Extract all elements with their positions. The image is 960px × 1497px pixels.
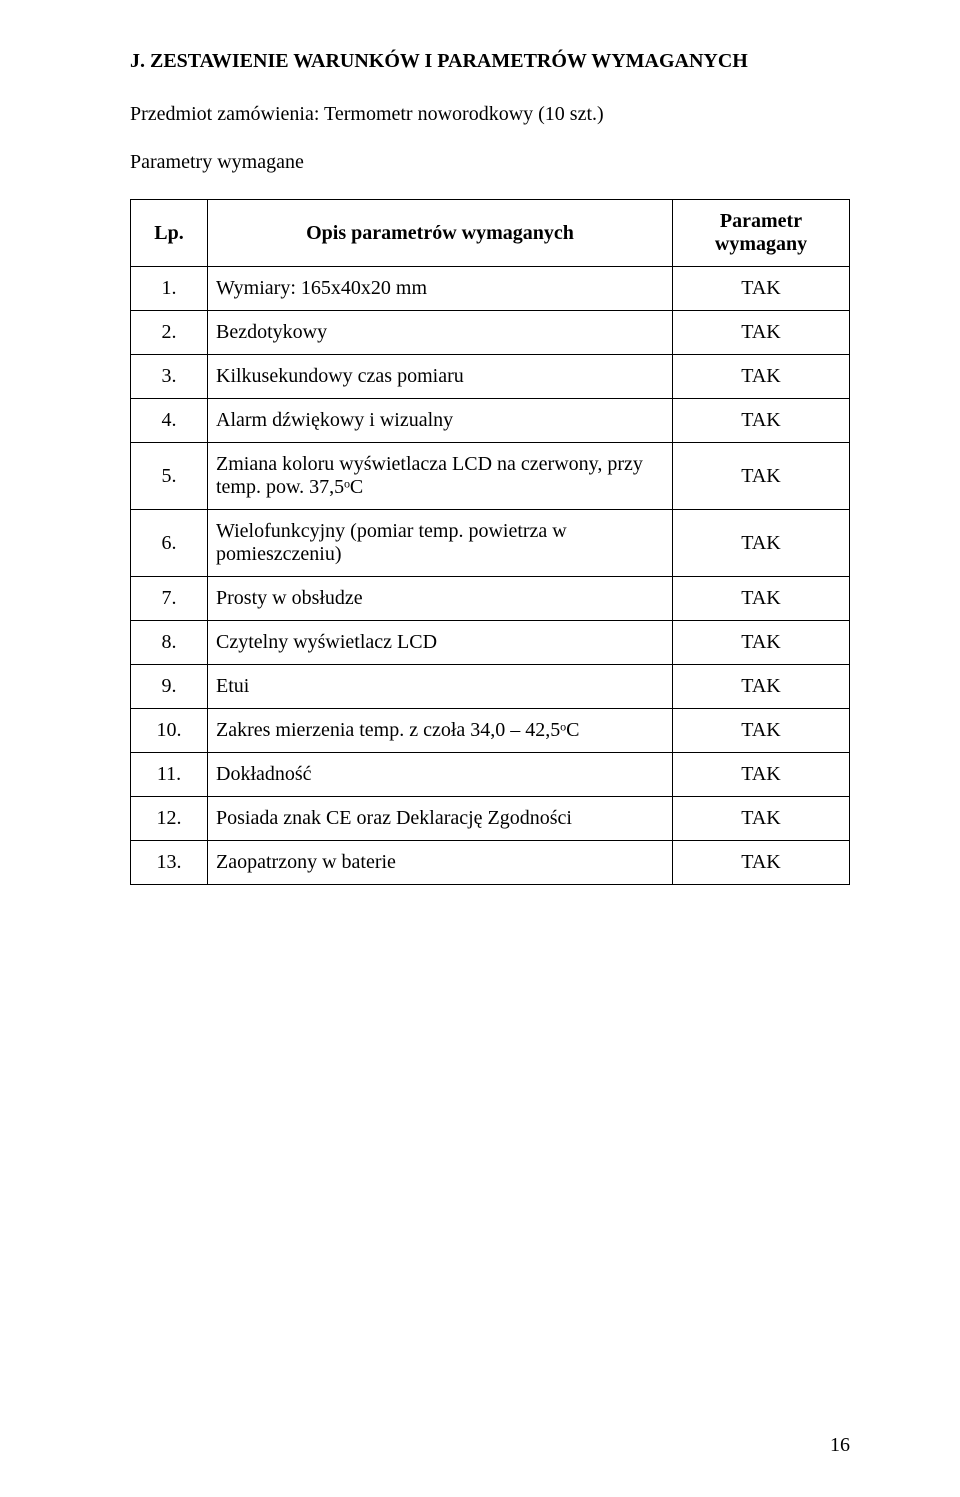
table-row: 10. Zakres mierzenia temp. z czoła 34,0 … (131, 709, 850, 753)
cell-param: TAK (673, 311, 850, 355)
cell-desc: Zakres mierzenia temp. z czoła 34,0 – 42… (208, 709, 673, 753)
cell-lp: 8. (131, 621, 208, 665)
cell-lp: 7. (131, 577, 208, 621)
cell-desc: Wielofunkcyjny (pomiar temp. powietrza w… (208, 510, 673, 577)
table-row: 3. Kilkusekundowy czas pomiaru TAK (131, 355, 850, 399)
header-desc: Opis parametrów wymaganych (208, 200, 673, 267)
table-row: 13. Zaopatrzony w baterie TAK (131, 841, 850, 885)
cell-lp: 3. (131, 355, 208, 399)
table-header-row: Lp. Opis parametrów wymaganych Parametr … (131, 200, 850, 267)
cell-param: TAK (673, 577, 850, 621)
table-row: 2. Bezdotykowy TAK (131, 311, 850, 355)
table-row: 11. Dokładność TAK (131, 753, 850, 797)
table-row: 6. Wielofunkcyjny (pomiar temp. powietrz… (131, 510, 850, 577)
table-row: 12. Posiada znak CE oraz Deklarację Zgod… (131, 797, 850, 841)
cell-desc: Alarm dźwiękowy i wizualny (208, 399, 673, 443)
cell-desc: Zaopatrzony w baterie (208, 841, 673, 885)
order-subject: Przedmiot zamówienia: Termometr noworodk… (130, 103, 850, 126)
cell-param: TAK (673, 399, 850, 443)
cell-param: TAK (673, 510, 850, 577)
params-required-label: Parametry wymagane (130, 151, 850, 174)
page: J. ZESTAWIENIE WARUNKÓW I PARAMETRÓW WYM… (0, 0, 960, 1497)
cell-lp: 10. (131, 709, 208, 753)
cell-param: TAK (673, 665, 850, 709)
cell-lp: 4. (131, 399, 208, 443)
table-row: 8. Czytelny wyświetlacz LCD TAK (131, 621, 850, 665)
cell-lp: 9. (131, 665, 208, 709)
cell-param: TAK (673, 753, 850, 797)
header-param: Parametr wymagany (673, 200, 850, 267)
table-row: 9. Etui TAK (131, 665, 850, 709)
cell-param: TAK (673, 355, 850, 399)
cell-desc: Posiada znak CE oraz Deklarację Zgodnośc… (208, 797, 673, 841)
cell-lp: 13. (131, 841, 208, 885)
cell-param: TAK (673, 443, 850, 510)
cell-desc: Prosty w obsłudze (208, 577, 673, 621)
cell-param: TAK (673, 841, 850, 885)
cell-param: TAK (673, 797, 850, 841)
cell-desc: Zmiana koloru wyświetlacza LCD na czerwo… (208, 443, 673, 510)
header-lp: Lp. (131, 200, 208, 267)
cell-lp: 2. (131, 311, 208, 355)
cell-lp: 1. (131, 267, 208, 311)
cell-lp: 12. (131, 797, 208, 841)
cell-desc: Czytelny wyświetlacz LCD (208, 621, 673, 665)
cell-param: TAK (673, 709, 850, 753)
spec-table: Lp. Opis parametrów wymaganych Parametr … (130, 199, 850, 885)
table-row: 5. Zmiana koloru wyświetlacza LCD na cze… (131, 443, 850, 510)
cell-desc: Kilkusekundowy czas pomiaru (208, 355, 673, 399)
table-row: 1. Wymiary: 165x40x20 mm TAK (131, 267, 850, 311)
cell-lp: 6. (131, 510, 208, 577)
cell-lp: 5. (131, 443, 208, 510)
cell-desc: Wymiary: 165x40x20 mm (208, 267, 673, 311)
cell-desc: Dokładność (208, 753, 673, 797)
page-number: 16 (830, 1434, 850, 1457)
table-row: 4. Alarm dźwiękowy i wizualny TAK (131, 399, 850, 443)
cell-param: TAK (673, 267, 850, 311)
section-heading: J. ZESTAWIENIE WARUNKÓW I PARAMETRÓW WYM… (130, 50, 850, 73)
cell-lp: 11. (131, 753, 208, 797)
cell-param: TAK (673, 621, 850, 665)
table-row: 7. Prosty w obsłudze TAK (131, 577, 850, 621)
cell-desc: Bezdotykowy (208, 311, 673, 355)
cell-desc: Etui (208, 665, 673, 709)
